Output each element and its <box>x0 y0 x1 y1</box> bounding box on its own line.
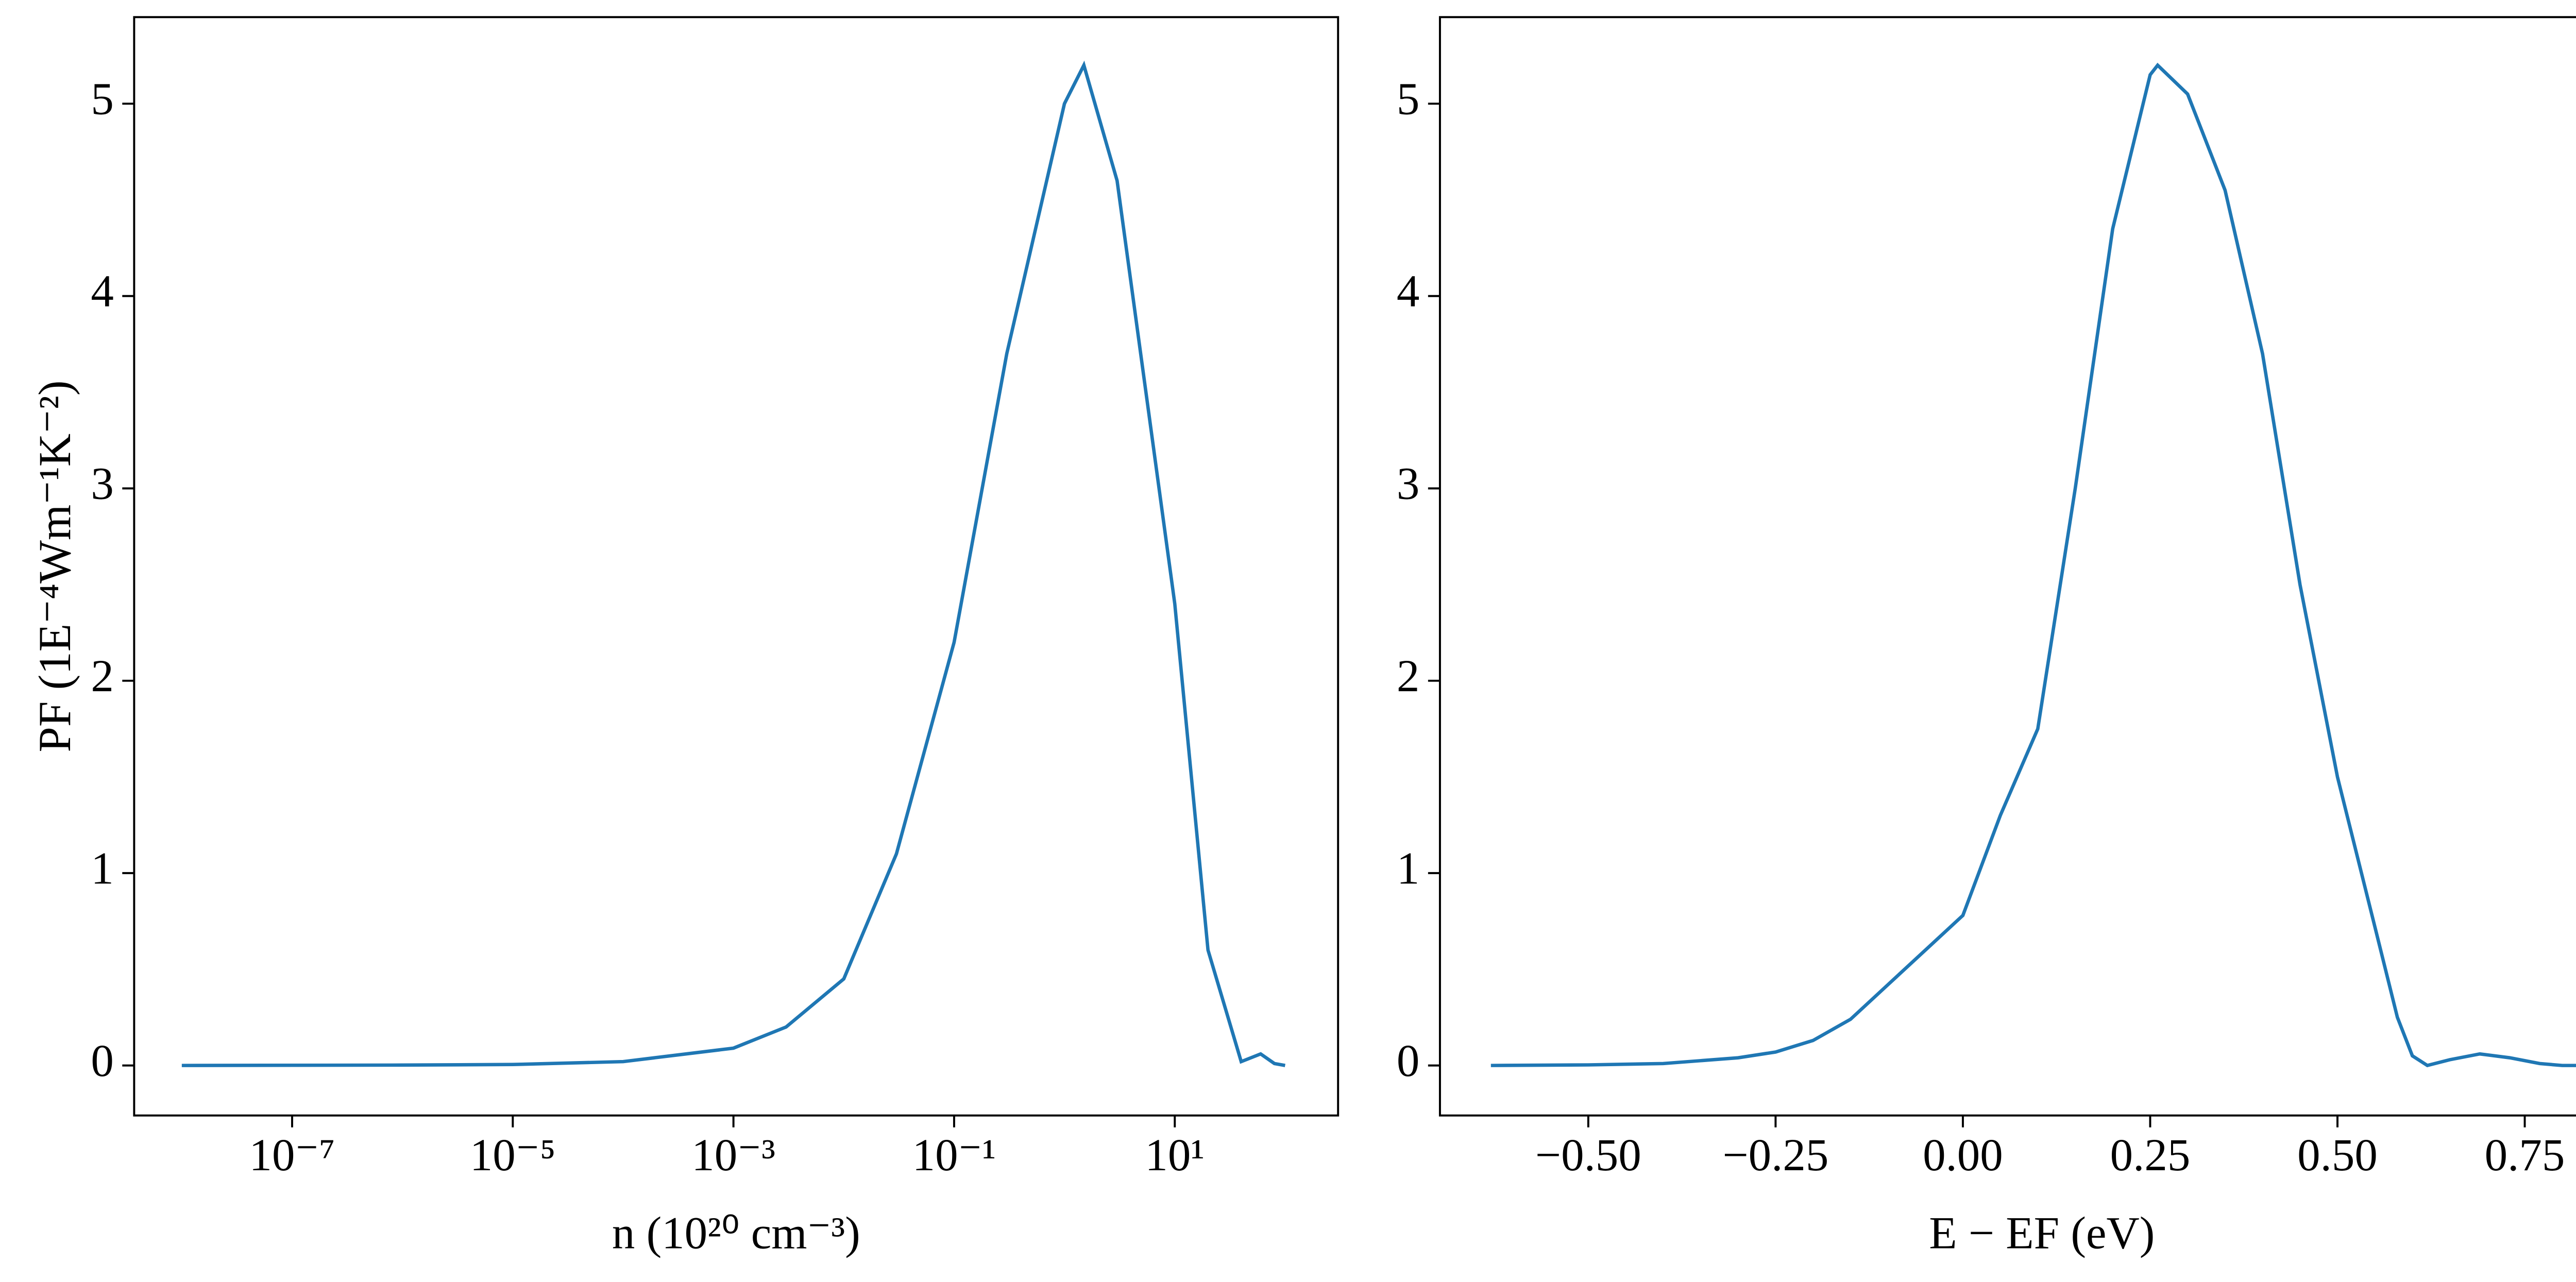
y-tick-label: 1 <box>1397 844 1419 894</box>
x-axis-label: n (10²⁰ cm⁻³) <box>612 1208 860 1258</box>
x-tick-label: −0.25 <box>1722 1130 1828 1181</box>
x-tick-label: 0.25 <box>2110 1130 2191 1181</box>
y-tick-label: 2 <box>91 651 113 702</box>
y-tick-label: 0 <box>91 1036 113 1086</box>
x-tick-label: 0.75 <box>2485 1130 2565 1181</box>
x-tick-label: 10⁻³ <box>691 1130 775 1181</box>
plot-frame <box>133 16 1340 1117</box>
x-tick-label: 10¹ <box>1145 1130 1205 1181</box>
y-tick-label: 1 <box>91 844 113 894</box>
x-tick-label: 10⁻¹ <box>912 1130 996 1181</box>
data-line <box>1490 62 2576 1068</box>
y-tick-label: 3 <box>1397 459 1419 509</box>
plot-frame <box>1438 16 2576 1117</box>
y-tick-label: 5 <box>1397 74 1419 125</box>
y-axis-label: PF (1E⁻⁴Wm⁻¹K⁻²) <box>30 380 80 752</box>
x-tick-label: 0.00 <box>1923 1130 2003 1181</box>
data-line <box>181 60 1285 1067</box>
x-tick-label: −0.50 <box>1535 1130 1641 1181</box>
x-tick-label: 0.50 <box>2297 1130 2378 1181</box>
y-tick-label: 0 <box>1397 1036 1419 1086</box>
y-tick-label: 4 <box>1397 266 1419 317</box>
y-tick-label: 3 <box>91 459 113 509</box>
y-tick-label: 4 <box>91 266 113 317</box>
x-tick-label: 10⁻⁵ <box>470 1130 556 1181</box>
y-tick-label: 2 <box>1397 651 1419 702</box>
y-tick-label: 5 <box>91 74 113 125</box>
x-axis-label: E − EF (eV) <box>1929 1208 2155 1258</box>
x-tick-label: 10⁻⁷ <box>249 1130 335 1181</box>
